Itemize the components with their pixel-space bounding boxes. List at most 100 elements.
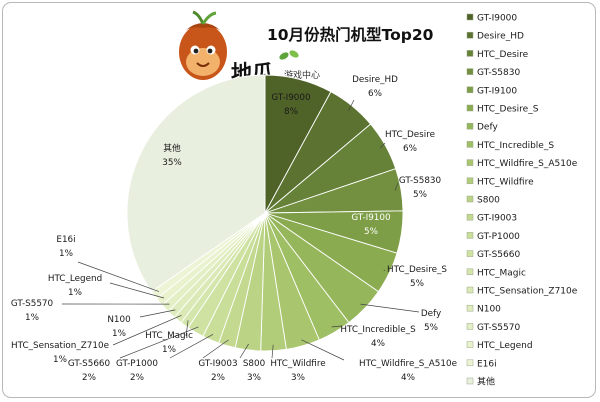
legend-swatch-htc-legend <box>466 341 474 348</box>
slice-label-gt-s5830: GT-S5830 <box>399 176 442 186</box>
slice-value-gt-i9100: 5% <box>364 227 378 237</box>
slice-label-gt-i9000: GT-I9000 <box>271 93 311 103</box>
leader-line-htc-incredible-s <box>331 325 342 328</box>
slice-label-n100: N100 <box>107 315 131 325</box>
slice-value-n100: 1% <box>112 329 126 339</box>
leader-line-htc-desire-s <box>383 269 386 271</box>
slice-label-htc-wildfire: HTC_Wildfire <box>270 359 325 369</box>
legend-swatch-n100 <box>466 304 474 312</box>
mascot-icon <box>179 10 227 80</box>
slice-label-htc-wildfire-s-a510e: HTC_Wildfire_S_A510e <box>359 359 457 369</box>
legend-swatch-gt-s5830 <box>466 68 474 75</box>
slice-value-htc-wildfire: 3% <box>291 373 305 383</box>
logo: 地瓜 游戏中心 <box>179 10 320 85</box>
legend-label-gt-i9003: GT-I9003 <box>477 214 517 224</box>
leader-line-desire-hd <box>348 99 355 111</box>
legend-label-gt-s5660: GT-S5660 <box>477 250 520 260</box>
legend-label-gt-p1000: GT-P1000 <box>477 232 520 242</box>
slice-value-e16i: 1% <box>59 249 73 259</box>
legend-swatch-htc-magic <box>466 268 474 276</box>
legend-label-htc-wildfire-s-a510e: HTC_Wildfire_S_A510e <box>477 159 578 169</box>
legend-swatch-other <box>466 377 474 385</box>
slice-value-gt-s5660: 2% <box>82 373 96 383</box>
leader-line-htc-magic <box>185 320 189 337</box>
legend-label-s800: S800 <box>477 196 500 206</box>
slice-value-desire-hd: 6% <box>368 89 382 99</box>
slice-value-htc-incredible-s: 4% <box>371 339 385 349</box>
slice-value-other: 35% <box>162 158 182 168</box>
leader-line-htc-wildfire-s-a510e <box>301 339 345 361</box>
legend-swatch-htc-wildfire <box>466 177 474 185</box>
slice-value-htc-legend: 1% <box>68 288 82 298</box>
slice-label-gt-i9003: GT-I9003 <box>198 359 237 369</box>
legend-label-htc-incredible-s: HTC_Incredible_S <box>477 141 554 151</box>
legend-label-htc-desire: HTC_Desire <box>477 50 529 60</box>
legend-swatch-gt-i9003 <box>466 213 474 221</box>
slice-value-htc-desire-s: 5% <box>410 279 424 289</box>
legend-swatch-htc-sensation-z710e <box>466 286 474 294</box>
slice-value-defy: 5% <box>424 323 438 333</box>
leader-line-gt-p1000 <box>169 334 214 359</box>
pie-slice-other <box>126 74 266 293</box>
leader-line-defy <box>360 303 420 313</box>
legend-label-desire-hd: Desire_HD <box>477 32 524 42</box>
legend-label-other: 其他 <box>477 376 495 388</box>
slice-value-gt-s5830: 5% <box>413 190 427 200</box>
slice-label-desire-hd: Desire_HD <box>352 75 398 85</box>
legend-label-n100: N100 <box>477 305 501 315</box>
slice-value-htc-desire: 6% <box>403 144 417 154</box>
slice-label-gt-i9100: GT-I9100 <box>351 213 391 223</box>
legend-label-htc-magic: HTC_Magic <box>477 268 526 278</box>
legend-label-htc-desire-s: HTC_Desire_S <box>477 105 539 115</box>
legend-swatch-e16i <box>466 359 474 367</box>
legend-swatch-gt-s5660 <box>466 250 474 257</box>
slice-label-htc-legend: HTC_Legend <box>48 274 102 284</box>
leader-line-gt-i9003 <box>202 339 229 359</box>
slice-value-gt-i9003: 2% <box>211 373 225 383</box>
leader-line-gt-s5830 <box>394 182 399 191</box>
leader-line-n100 <box>139 309 176 318</box>
legend-label-htc-sensation-z710e: HTC_Sensation_Z710e <box>477 287 578 297</box>
slice-label-htc-incredible-s: HTC_Incredible_S <box>340 325 416 335</box>
legend-swatch-desire-hd <box>466 31 474 39</box>
leader-line-htc-desire <box>379 142 386 149</box>
legend-label-gt-s5830: GT-S5830 <box>477 68 520 78</box>
leader-line-s800 <box>239 343 249 359</box>
slice-value-s800: 3% <box>247 373 261 383</box>
slice-label-e16i: E16i <box>56 235 75 245</box>
legend-swatch-gt-i9100 <box>466 86 474 94</box>
legend-swatch-gt-i9000 <box>466 13 474 21</box>
legend-label-htc-wildfire: HTC_Wildfire <box>477 177 534 187</box>
logo-sprout-icon <box>279 50 299 60</box>
legend-label-gt-s5570: GT-S5570 <box>477 323 520 333</box>
legend-swatch-s800 <box>466 195 474 203</box>
legend-swatch-htc-wildfire-s-a510e <box>466 159 474 166</box>
slice-value-htc-magic: 1% <box>162 345 176 355</box>
slice-value-gt-s5570: 1% <box>25 313 39 323</box>
slice-label-other: 其他 <box>163 142 181 154</box>
slice-label-htc-magic: HTC_Magic <box>145 331 193 341</box>
legend-label-gt-i9000: GT-I9000 <box>477 14 517 24</box>
slice-value-gt-i9000: 8% <box>284 107 298 117</box>
leader-line-gt-s5660 <box>119 326 199 359</box>
slice-label-gt-p1000: GT-P1000 <box>116 359 158 369</box>
leader-line-htc-sensation-z710e <box>112 314 182 346</box>
leader-line-htc-wildfire <box>271 344 274 359</box>
legend-swatch-defy <box>466 122 474 130</box>
slice-label-htc-desire-s: HTC_Desire_S <box>387 265 447 275</box>
slice-label-defy: Defy <box>421 309 441 319</box>
legend-label-htc-legend: HTC_Legend <box>477 341 533 351</box>
legend-swatch-gt-p1000 <box>466 232 474 239</box>
slice-value-htc-sensation-z710e: 1% <box>53 355 67 365</box>
slice-label-s800: S800 <box>243 359 266 369</box>
slice-label-gt-s5570: GT-S5570 <box>11 299 54 309</box>
legend-swatch-htc-incredible-s <box>466 141 474 148</box>
legend-label-defy: Defy <box>477 123 498 133</box>
legend-label-e16i: E16i <box>477 359 497 369</box>
leader-line-htc-legend <box>109 282 165 299</box>
legend-swatch-htc-desire-s <box>466 104 474 112</box>
legend-label-gt-i9100: GT-I9100 <box>477 86 517 96</box>
leader-line-e16i <box>77 261 160 292</box>
legend-swatch-htc-desire <box>466 50 474 57</box>
